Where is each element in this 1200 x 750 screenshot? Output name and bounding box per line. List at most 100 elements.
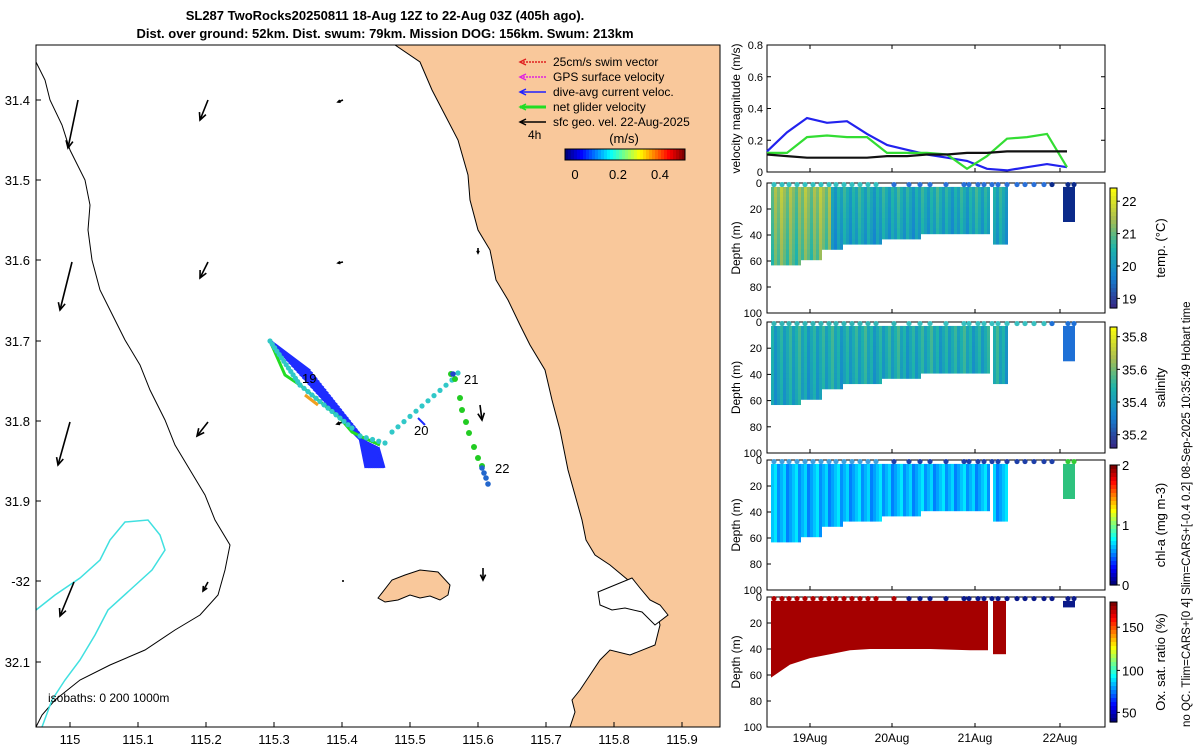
- section-data: [774, 249, 777, 255]
- section-data: [885, 373, 888, 379]
- section-data: [795, 536, 798, 543]
- section-data: [786, 367, 789, 374]
- surface-sample: [1065, 595, 1071, 602]
- section-data: [891, 186, 894, 193]
- section-data: [795, 367, 798, 374]
- section-data: [996, 367, 999, 374]
- section-data: [972, 362, 975, 369]
- section-data: [780, 362, 783, 369]
- section-data: [891, 212, 894, 219]
- section-data: [843, 233, 846, 240]
- section-data: [981, 495, 984, 501]
- section-data: [996, 484, 999, 491]
- section-data: [852, 357, 855, 364]
- section-data: [849, 325, 852, 332]
- section-data: [843, 505, 846, 512]
- depth-tick-label: 80: [750, 422, 762, 434]
- section-data: [951, 346, 954, 353]
- section-data: [792, 536, 795, 543]
- section-data: [993, 331, 996, 337]
- section-data: [978, 463, 981, 470]
- surface-sample: [1041, 458, 1047, 465]
- section-data: [903, 218, 906, 224]
- colorbar-segment: [1110, 351, 1117, 356]
- section-data: [792, 388, 795, 395]
- section-data: [882, 202, 885, 209]
- surface-sample: [1049, 595, 1055, 602]
- section-data: [936, 192, 939, 198]
- section-data: [786, 373, 789, 379]
- section-data: [870, 515, 873, 522]
- section-data: [771, 228, 774, 235]
- section-data: [852, 479, 855, 486]
- section-data: [981, 341, 984, 348]
- section-data: [927, 489, 930, 496]
- colorbar-segment: [1110, 331, 1117, 336]
- section-data: [960, 325, 963, 332]
- section-data: [834, 336, 837, 343]
- section-data: [1002, 357, 1005, 364]
- section-data: [897, 233, 900, 240]
- section-data: [873, 474, 876, 480]
- section-data: [867, 202, 870, 209]
- section-data: [933, 223, 936, 229]
- section-data: [804, 383, 807, 390]
- section-data: [942, 228, 945, 235]
- section-data: [831, 469, 834, 475]
- surface-sample: [981, 320, 987, 327]
- colorbar-segment: [1110, 220, 1117, 225]
- section-data: [786, 463, 789, 470]
- glider-track-map[interactable]: 115 115.1 115.2 115.3 115.4 115.5 115.6 115.7 11…: [0, 0, 770, 750]
- section-data: [825, 202, 828, 209]
- section-data: [822, 336, 825, 343]
- section-data: [819, 249, 822, 255]
- section-data: [780, 228, 783, 235]
- section-data: [864, 495, 867, 501]
- section-data: [1005, 367, 1008, 374]
- section-data: [801, 510, 804, 517]
- surface-sample: [771, 458, 777, 465]
- section-data: [828, 218, 831, 224]
- section-data: [867, 325, 870, 332]
- dive-current-vector: [362, 439, 372, 469]
- depth-axis-label: Depth (m): [730, 221, 743, 274]
- section-data: [861, 474, 864, 480]
- section-data: [930, 341, 933, 348]
- glider-position: [419, 403, 425, 409]
- section-data: [906, 186, 909, 193]
- section-data: [999, 357, 1002, 364]
- section-data: [945, 202, 948, 209]
- section-data: [777, 388, 780, 395]
- section-data: [783, 336, 786, 343]
- section-data: [987, 325, 990, 332]
- surface-sample: [1041, 320, 1047, 327]
- section-data: [885, 202, 888, 209]
- colorbar-segment: [622, 149, 626, 160]
- section-data: [771, 325, 774, 332]
- section-data: [834, 373, 837, 379]
- section-data: [858, 378, 861, 385]
- section-data: [957, 495, 960, 501]
- section-data: [963, 346, 966, 353]
- section-data: [927, 484, 930, 491]
- section-data: [861, 489, 864, 496]
- section-data: [963, 489, 966, 496]
- glider-position: [389, 429, 395, 435]
- section-data: [939, 362, 942, 369]
- colorbar-segment: [1110, 614, 1117, 619]
- section-data: [951, 207, 954, 214]
- section-data: [795, 489, 798, 496]
- section-data: [933, 186, 936, 193]
- section-data: [870, 474, 873, 480]
- section-data: [867, 207, 870, 214]
- section-data: [930, 495, 933, 501]
- section-data: [834, 367, 837, 374]
- section-data: [987, 336, 990, 343]
- surface-velocity-arrow: [199, 99, 209, 121]
- section-data: [885, 357, 888, 364]
- section-data: [771, 223, 774, 229]
- section-data: [978, 484, 981, 491]
- glider-position: [376, 438, 382, 444]
